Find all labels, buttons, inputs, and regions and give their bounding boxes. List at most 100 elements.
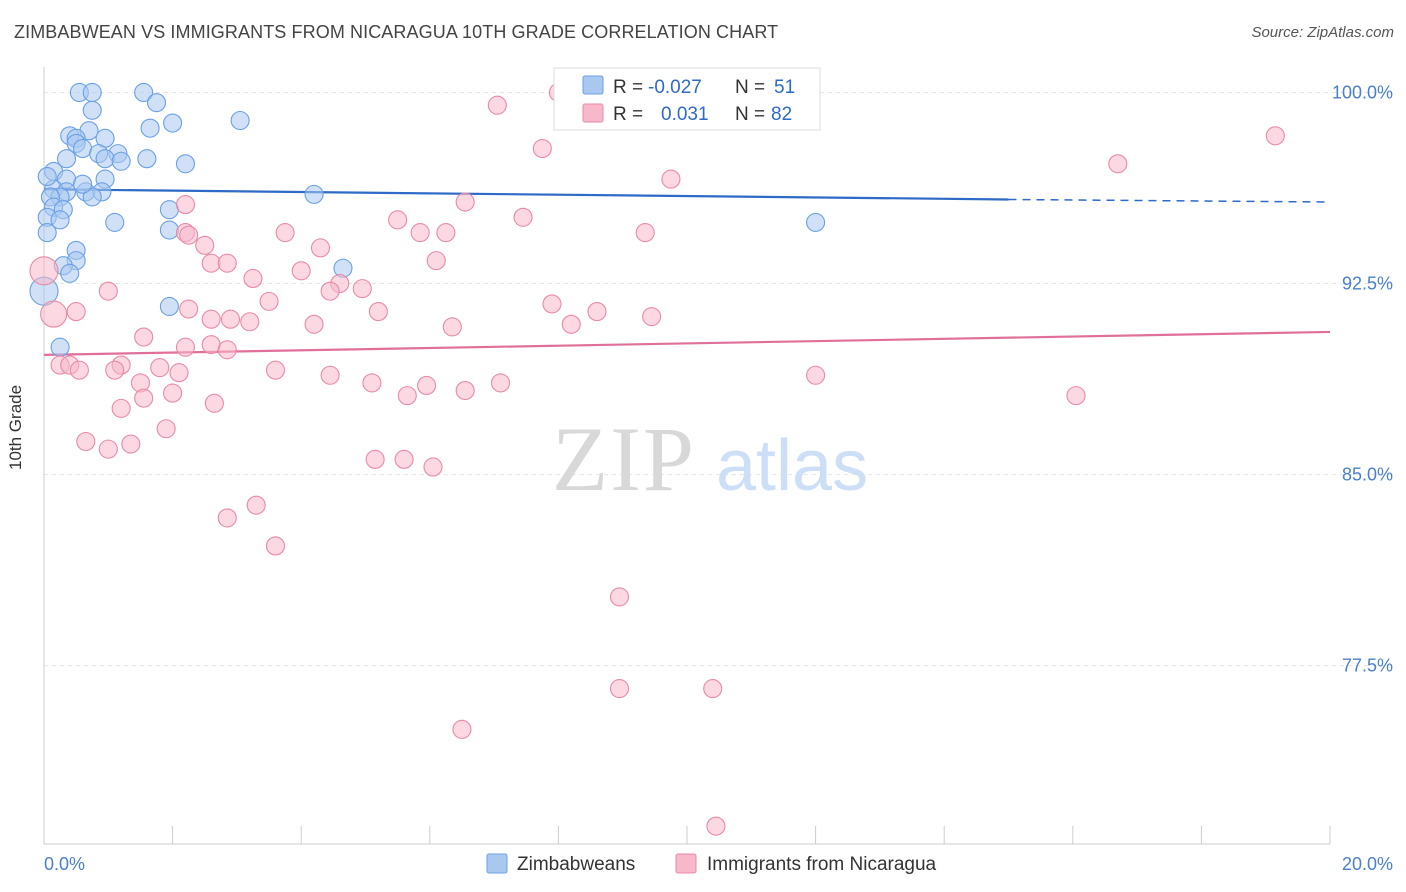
point-nicaragua-16 — [195, 235, 215, 255]
point-nicaragua-74 — [217, 508, 237, 528]
point-nicaragua-53 — [806, 365, 826, 385]
point-nicaragua-12 — [410, 223, 430, 243]
point-nicaragua-2 — [1265, 126, 1285, 146]
grid — [44, 91, 1392, 667]
point-nicaragua-78 — [452, 719, 472, 739]
legend-r-label-2: R = — [613, 104, 643, 125]
point-nicaragua-60 — [1066, 386, 1086, 406]
point-nicaragua-68 — [98, 439, 118, 459]
point-nicaragua-31 — [179, 299, 199, 319]
legend-r-label-1: R = — [613, 77, 643, 98]
trend-line-nicaragua — [43, 330, 1331, 356]
point-nicaragua-30 — [66, 302, 86, 322]
point-nicaragua-37 — [442, 317, 462, 337]
point-nicaragua-39 — [642, 307, 662, 327]
point-zimbabweans-28 — [304, 184, 324, 204]
point-zimbabweans-4 — [82, 100, 102, 120]
point-nicaragua-27 — [368, 302, 388, 322]
point-nicaragua-34 — [220, 309, 241, 329]
point-nicaragua-66 — [121, 434, 141, 454]
point-nicaragua-36 — [304, 314, 324, 334]
point-zimbabweans-38 — [806, 212, 826, 232]
series-legend-swatch-nicaragua — [675, 853, 697, 874]
point-nicaragua-21 — [291, 261, 311, 281]
point-zimbabweans-18 — [95, 149, 115, 169]
series-legend-swatch-zimbabweans — [486, 853, 508, 874]
point-nicaragua-70 — [394, 449, 414, 469]
point-nicaragua-19 — [201, 253, 221, 273]
point-zimbabweans-34 — [159, 200, 179, 220]
point-zimbabweans-48 — [50, 337, 70, 357]
point-nicaragua-58 — [397, 386, 417, 406]
point-zimbabweans-19 — [111, 151, 131, 171]
point-nicaragua-22 — [243, 268, 263, 288]
point-nicaragua-9 — [388, 210, 408, 230]
point-nicaragua-51 — [265, 360, 286, 380]
point-nicaragua-42 — [175, 337, 196, 357]
series-legend-label-zimbabweans: Zimbabweans — [517, 854, 635, 875]
point-nicaragua-26 — [259, 291, 279, 311]
point-nicaragua-57 — [455, 380, 475, 401]
point-nicaragua-35 — [240, 312, 260, 332]
point-nicaragua-81 — [98, 281, 118, 301]
legend-n-value-2: 82 — [771, 104, 792, 125]
point-nicaragua-67 — [76, 431, 96, 452]
point-zimbabweans-49 — [37, 166, 57, 187]
point-zimbabweans-39 — [159, 220, 179, 240]
x-tick-label-1: 20.0% — [1342, 854, 1393, 874]
point-zimbabweans-16 — [137, 149, 157, 169]
point-nicaragua-17 — [310, 238, 331, 258]
point-zimbabweans-2 — [134, 82, 154, 103]
point-nicaragua-73 — [265, 536, 286, 556]
point-nicaragua-38 — [561, 314, 581, 334]
trend-lines — [43, 188, 1331, 356]
axes — [43, 67, 1331, 845]
point-nicaragua-18 — [426, 251, 446, 271]
point-nicaragua-75 — [609, 587, 630, 607]
legend-r-value-2: 0.031 — [661, 104, 709, 125]
point-zimbabweans-6 — [163, 113, 183, 133]
point-nicaragua-63 — [204, 393, 224, 413]
y-tick-label-3: 100.0% — [1332, 82, 1393, 102]
point-zimbabweans-36 — [50, 210, 70, 230]
point-nicaragua-4 — [1108, 154, 1128, 174]
point-nicaragua-15 — [179, 225, 199, 245]
y-tick-labels: 77.5% 85.0% 92.5% 100.0% — [1332, 82, 1393, 675]
point-nicaragua-76 — [609, 679, 630, 699]
legend-n-value-1: 51 — [774, 77, 795, 98]
point-nicaragua-1 — [487, 95, 507, 115]
legend-r-value-1: -0.027 — [648, 77, 702, 98]
legend-swatch-zimbabweans — [582, 75, 604, 95]
point-zimbabweans-13 — [73, 138, 93, 159]
point-nicaragua-55 — [362, 373, 382, 393]
point-nicaragua-56 — [417, 375, 437, 395]
point-nicaragua-64 — [111, 398, 131, 418]
trend-line-zimbabweans — [43, 188, 1009, 201]
point-nicaragua-52 — [320, 365, 340, 385]
legend-box: R = -0.027 N = 51 R = 0.031 N = 82 — [553, 67, 821, 131]
point-nicaragua-62 — [134, 388, 154, 408]
x-tick-labels: 0.0% 20.0% — [44, 854, 1393, 874]
point-nicaragua-32 — [40, 300, 68, 328]
legend-n-label-2: N = — [735, 104, 765, 125]
watermark-zip: ZIP — [552, 408, 696, 510]
point-zimbabweans-5 — [230, 110, 250, 131]
y-tick-label-2: 92.5% — [1342, 274, 1393, 294]
point-nicaragua-8 — [513, 207, 533, 227]
point-nicaragua-69 — [365, 449, 385, 469]
watermark-atlas: atlas — [716, 426, 868, 506]
point-nicaragua-48 — [69, 360, 89, 380]
chart-source: Source: ZipAtlas.com — [1251, 24, 1394, 41]
point-nicaragua-3 — [532, 138, 552, 159]
point-nicaragua-77 — [703, 679, 723, 699]
point-nicaragua-43 — [217, 340, 237, 360]
point-nicaragua-11 — [275, 223, 295, 243]
watermark: ZIP atlas — [552, 408, 868, 510]
point-nicaragua-80 — [29, 256, 59, 286]
point-zimbabweans-1 — [82, 82, 102, 103]
point-zimbabweans-20 — [175, 154, 196, 174]
point-nicaragua-28 — [587, 302, 607, 322]
chart-title: ZIMBABWEAN VS IMMIGRANTS FROM NICARAGUA … — [14, 22, 779, 42]
point-zimbabweans-31 — [82, 187, 102, 207]
y-tick-label-0: 77.5% — [1342, 656, 1393, 676]
